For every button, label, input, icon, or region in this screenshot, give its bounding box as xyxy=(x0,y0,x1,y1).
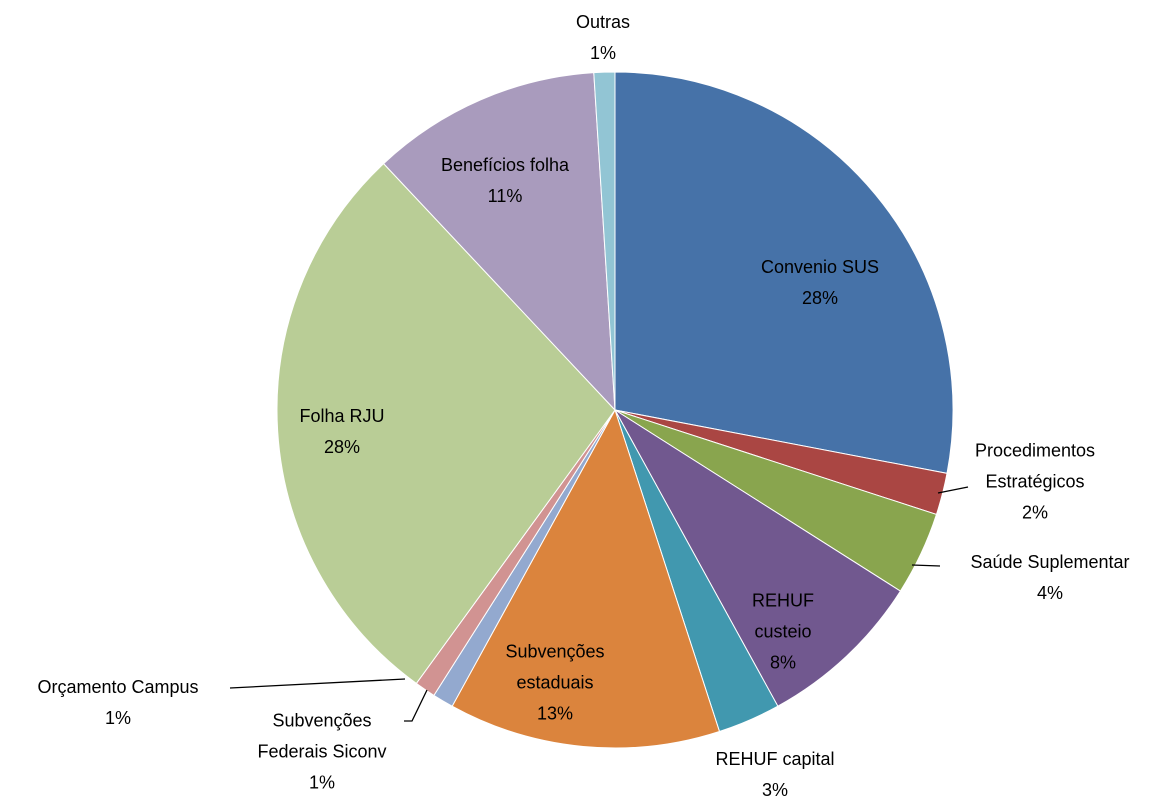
category-label: Orçamento Campus xyxy=(37,677,199,697)
slice xyxy=(614,409,902,707)
value-label: 3% xyxy=(761,780,788,800)
value-label: 28% xyxy=(323,437,361,457)
value-label: 4% xyxy=(1036,583,1063,603)
value-label: 11% xyxy=(487,186,523,206)
slice-label: Subvenções estaduais 13% xyxy=(495,637,615,730)
value-label: 1% xyxy=(308,772,335,793)
slice-label: REHUF capital 3% xyxy=(690,744,860,803)
slice-label: Procedimentos Estratégicos 2% xyxy=(950,436,1120,529)
slice-label: Outras 1% xyxy=(563,7,643,69)
category-label: Subvenções Federais Siconv xyxy=(257,710,387,762)
category-label: Outras xyxy=(575,12,631,32)
leader-line xyxy=(937,486,969,494)
category-label: REHUF capital xyxy=(715,749,835,769)
value-label: 8% xyxy=(769,652,796,673)
slice-label: Folha RJU 28% xyxy=(282,401,402,463)
slice-label: Subvenções Federais Siconv 1% xyxy=(257,706,387,799)
value-label: 28% xyxy=(801,288,839,308)
slice-label: Orçamento Campus 1% xyxy=(3,672,233,734)
slice xyxy=(382,72,616,412)
slice xyxy=(593,71,616,411)
value-label: 1% xyxy=(104,708,131,728)
category-label: REHUF custeio xyxy=(752,590,814,642)
slice-label: Convenio SUS 28% xyxy=(730,252,910,314)
category-label: Subvenções estaduais xyxy=(505,641,605,693)
category-label: Benefícios folha xyxy=(440,155,570,175)
category-label: Convenio SUS xyxy=(760,257,880,277)
category-label: Folha RJU xyxy=(299,406,385,426)
slices xyxy=(276,71,954,749)
slice-label: Saúde Suplementar 4% xyxy=(935,547,1159,609)
slice xyxy=(276,162,616,685)
slice-label: REHUF custeio 8% xyxy=(743,586,823,679)
value-label: 1% xyxy=(589,43,616,63)
leader-line xyxy=(229,678,406,689)
leader-line xyxy=(404,689,428,722)
value-label: 13% xyxy=(536,703,574,724)
leader-lines xyxy=(229,486,969,722)
slice xyxy=(451,408,721,749)
leader-line xyxy=(911,564,941,567)
category-label: Saúde Suplementar xyxy=(970,552,1130,572)
slice-label: Benefícios folha 11% xyxy=(420,150,590,212)
slice xyxy=(614,71,954,474)
category-label: Procedimentos Estratégicos xyxy=(974,440,1096,492)
value-label: 2% xyxy=(1021,502,1048,523)
